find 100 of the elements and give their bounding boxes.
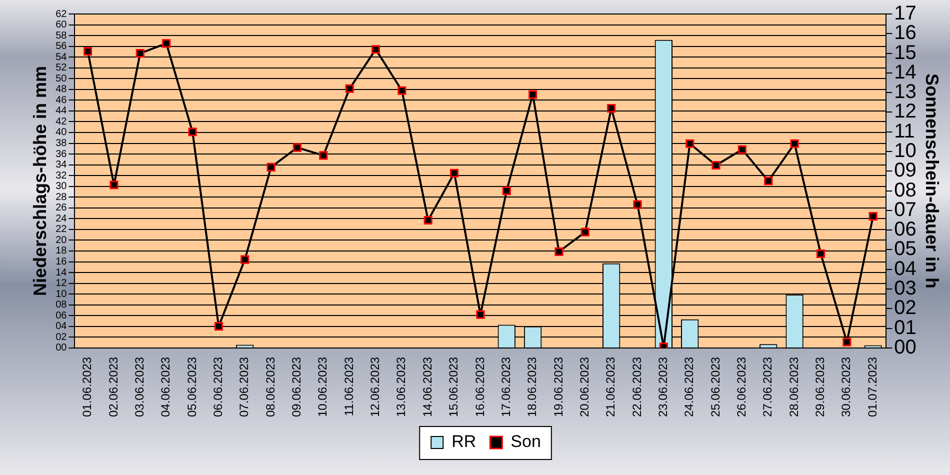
y-tick-label: 54 xyxy=(56,52,68,63)
x-tick-label: 03.06.2023 xyxy=(132,356,146,418)
x-tick-label: 14.06.2023 xyxy=(420,356,434,418)
y-tick-label: 20 xyxy=(56,234,68,246)
legend-label: RR xyxy=(452,432,476,452)
point xyxy=(319,151,328,160)
y-tick-label: 48 xyxy=(56,84,68,96)
y-tick-label: 40 xyxy=(56,127,68,138)
point xyxy=(266,162,276,172)
point xyxy=(607,104,616,113)
point xyxy=(580,228,590,236)
x-tick-label: 27.06.2023 xyxy=(760,356,775,418)
y-tick-label: 28 xyxy=(56,192,68,203)
x-tick-label: 09.06.2023 xyxy=(290,356,304,418)
y-tick-label: 06 xyxy=(56,310,68,322)
point xyxy=(214,322,223,331)
point xyxy=(162,39,171,48)
x-tick-label: 04.06.2023 xyxy=(158,356,173,418)
x-tick-label: 05.06.2023 xyxy=(184,356,199,418)
y2-axis-title: Sonnenschein-dauer in h xyxy=(922,73,942,288)
y2-tick-label: 05 xyxy=(894,238,916,260)
y-tick-label: 56 xyxy=(56,41,68,52)
y-tick-label: 00 xyxy=(56,342,68,354)
y-tick-label: 32 xyxy=(56,170,68,182)
point xyxy=(790,139,799,148)
point xyxy=(371,45,380,54)
point xyxy=(110,180,118,190)
y-tick-label: 16 xyxy=(56,256,68,268)
y2-tick-label: 11 xyxy=(894,120,915,142)
x-tick-label: 25.06.2023 xyxy=(708,356,722,418)
y2-tick-label: 16 xyxy=(894,22,916,44)
y-tick-label: 42 xyxy=(56,116,68,128)
point xyxy=(554,247,564,256)
x-tick-label: 01.07.2023 xyxy=(865,356,880,418)
x-tick-label: 11.06.2023 xyxy=(342,356,356,416)
x-tick-label: 26.06.2023 xyxy=(734,356,749,418)
y-tick-label: 50 xyxy=(56,73,68,84)
y-tick-label: 44 xyxy=(56,106,68,117)
y2-tick-label: 01 xyxy=(894,316,916,339)
point xyxy=(738,145,746,154)
x-tick-label: 19.06.2023 xyxy=(551,356,566,418)
y-tick-label: 22 xyxy=(56,224,68,236)
point xyxy=(502,186,511,196)
y2-tick-label: 04 xyxy=(894,258,916,280)
x-tick-label: 15.06.2023 xyxy=(446,356,461,418)
y2-tick-label: 07 xyxy=(894,198,916,221)
x-tick-label: 29.06.2023 xyxy=(813,356,828,418)
y-tick-label: 36 xyxy=(56,148,68,160)
y-tick-label: 12 xyxy=(56,278,68,290)
y2-tick-label: 17 xyxy=(894,2,916,25)
x-tick-label: 10.06.2023 xyxy=(316,356,330,418)
y-tick-label: 24 xyxy=(56,213,68,224)
point xyxy=(450,168,459,178)
point xyxy=(240,255,250,264)
x-tick-label: 18.06.2023 xyxy=(525,356,540,418)
point xyxy=(188,128,197,136)
point xyxy=(84,47,92,56)
y-tick-label: 26 xyxy=(56,202,68,214)
point xyxy=(398,86,406,95)
x-tick-label: 01.06.2023 xyxy=(80,356,94,418)
x-tick-label: 17.06.2023 xyxy=(498,356,513,418)
point xyxy=(476,310,485,319)
y2-tick-label: 10 xyxy=(894,140,916,162)
y-tick-label: 52 xyxy=(56,62,68,74)
y-tick-label: 08 xyxy=(56,300,68,311)
y2-tick-label: 00 xyxy=(894,336,916,358)
y-tick-label: 60 xyxy=(56,20,68,31)
point xyxy=(345,84,354,93)
x-tick-label: 21.06.2023 xyxy=(604,356,618,418)
x-tick-label: 22.06.2023 xyxy=(630,356,644,418)
y-tick-label: 34 xyxy=(56,160,68,171)
point xyxy=(633,200,642,209)
y-tick-label: 02 xyxy=(56,332,68,343)
x-tick-label: 12.06.2023 xyxy=(368,356,382,418)
y2-tick-label: 03 xyxy=(894,278,916,300)
y2-tick-label: 13 xyxy=(894,81,916,104)
y-tick-label: 10 xyxy=(56,288,68,300)
point xyxy=(292,143,302,152)
point xyxy=(712,160,720,170)
y-tick-label: 14 xyxy=(56,267,68,278)
point xyxy=(528,90,538,99)
y2-tick-label: 06 xyxy=(894,218,916,241)
x-tick-label: 06.06.2023 xyxy=(211,356,225,418)
y-tick-label: 38 xyxy=(56,138,68,150)
y2-tick-label: 09 xyxy=(894,160,916,182)
x-tick-label: 23.06.2023 xyxy=(656,356,670,418)
point xyxy=(424,216,432,225)
y-tick-label: 46 xyxy=(56,94,68,106)
x-tick-label: 02.06.2023 xyxy=(106,356,120,418)
y2-tick-label: 15 xyxy=(894,42,916,64)
y2-tick-label: 14 xyxy=(894,61,916,84)
x-tick-label: 16.06.2023 xyxy=(472,356,487,418)
y-tick-label: 58 xyxy=(56,30,68,42)
x-tick-label: 30.06.2023 xyxy=(839,356,854,418)
point xyxy=(816,249,825,258)
legend-label: Son xyxy=(510,432,541,452)
x-tick-label: 24.06.2023 xyxy=(682,356,696,418)
y2-tick-label: 02 xyxy=(894,297,916,320)
y-tick-label: 18 xyxy=(56,246,68,257)
y-tick-label: 62 xyxy=(56,8,68,20)
